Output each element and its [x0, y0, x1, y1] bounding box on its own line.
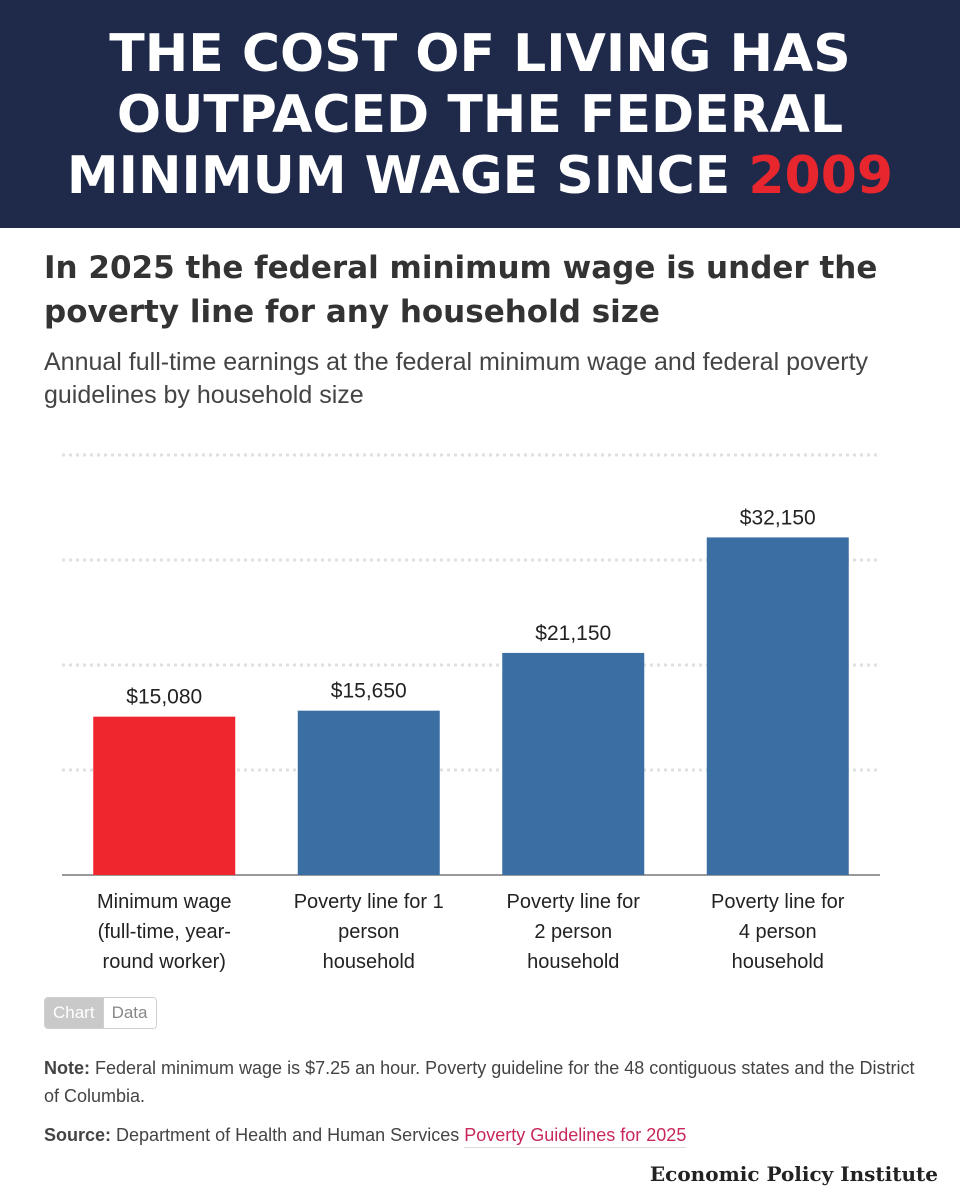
note: Note: Federal minimum wage is $7.25 an h…	[44, 1054, 924, 1110]
source: Source: Department of Health and Human S…	[44, 1121, 924, 1149]
brand-logo: Economic Policy Institute	[649, 1162, 938, 1186]
source-link[interactable]: Poverty Guidelines for 2025	[464, 1125, 687, 1148]
bar-1	[93, 716, 236, 875]
bar-2	[297, 710, 440, 875]
value-label-2: $15,650	[331, 680, 407, 703]
category-label-2: Poverty line for 1	[294, 891, 444, 913]
category-label-4: household	[732, 951, 824, 973]
category-label-2: household	[323, 951, 415, 973]
value-label-3: $21,150	[535, 622, 611, 645]
note-text: Federal minimum wage is $7.25 an hour. P…	[44, 1058, 915, 1106]
banner-title: THE COST OF LIVING HAS OUTPACED THE FEDE…	[20, 24, 940, 207]
title-banner: THE COST OF LIVING HAS OUTPACED THE FEDE…	[0, 0, 960, 228]
category-label-1: (full-time, year-	[98, 921, 231, 943]
category-label-3: 2 person	[534, 921, 612, 943]
category-label-4: Poverty line for	[711, 891, 845, 913]
source-label: Source:	[44, 1125, 112, 1145]
chart-data-toggle: Chart Data	[44, 997, 157, 1029]
category-label-2: person	[338, 921, 399, 943]
category-label-3: Poverty line for	[507, 891, 641, 913]
chart-subtitle: Annual full-time earnings at the federal…	[44, 348, 869, 409]
chart-tab[interactable]: Chart	[45, 998, 103, 1028]
category-label-4: 4 person	[739, 921, 817, 943]
chart-title: In 2025 the federal minimum wage is unde…	[44, 250, 878, 330]
banner-title-accent-year: 2009	[748, 146, 894, 206]
banner-title-text: THE COST OF LIVING HAS OUTPACED THE FEDE…	[66, 24, 851, 206]
note-label: Note:	[44, 1058, 90, 1078]
bar-3	[502, 652, 645, 875]
bar-chart: $15,080 Minimum wage (full-time, year-roun…	[62, 453, 880, 973]
category-label-3: household	[527, 951, 619, 973]
value-label-4: $32,150	[740, 506, 816, 529]
category-label-1: round worker)	[103, 951, 226, 973]
bar-4	[706, 537, 849, 875]
source-text: Department of Health and Human Services	[111, 1125, 465, 1145]
data-tab[interactable]: Data	[102, 998, 156, 1028]
category-label-1: Minimum wage	[97, 891, 231, 913]
value-label-1: $15,080	[126, 686, 202, 709]
